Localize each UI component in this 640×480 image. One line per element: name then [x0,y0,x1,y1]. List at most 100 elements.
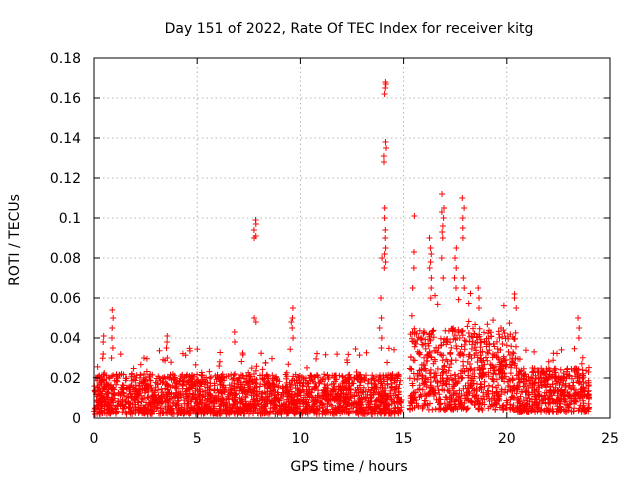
data-point [515,405,522,412]
data-point [424,401,431,408]
data-point [515,375,522,382]
data-point [328,381,335,388]
data-point [108,385,115,392]
data-point [110,315,117,321]
data-point [179,350,186,357]
data-point [468,345,475,352]
data-point [427,245,434,251]
y-tick-label: 0.08 [50,251,81,267]
data-point [369,411,376,417]
data-point [466,333,473,340]
data-point [417,392,424,398]
data-point [377,409,384,416]
data-point [507,377,514,384]
data-point [191,391,198,398]
data-point [453,345,460,352]
data-point [335,397,341,404]
data-point [436,391,443,398]
data-point [356,352,363,359]
data-point [357,396,364,403]
data-point [193,377,200,384]
data-point [394,394,400,401]
data-point [552,365,559,372]
data-point [409,335,415,342]
data-point [135,407,142,414]
data-point [250,387,257,394]
data-point [208,374,214,381]
data-point [487,329,494,336]
data-point [440,369,447,376]
data-point [555,376,562,383]
data-point [486,398,493,404]
data-point [328,402,335,409]
data-point [388,380,395,387]
data-point [438,255,445,261]
data-point [311,408,318,414]
data-point [458,343,465,350]
data-point [421,354,428,361]
data-point [105,374,112,381]
data-point [471,367,478,374]
data-point [317,378,324,385]
data-point [232,390,239,397]
data-point [507,331,514,338]
data-point [270,381,277,388]
data-point [334,351,341,358]
data-point [578,360,585,367]
data-point [188,404,194,411]
data-point [540,368,547,375]
data-point [485,350,492,357]
data-point [509,356,516,363]
data-point [381,265,388,271]
data-point [102,383,109,390]
data-point [285,402,292,409]
data-point [473,347,480,354]
data-point [290,335,297,341]
data-point [201,403,208,409]
data-point [481,338,488,345]
data-point [384,359,391,366]
data-point [381,205,388,211]
data-point [156,396,163,403]
data-point [219,389,226,396]
data-point [132,401,139,408]
data-point [536,374,543,381]
data-point [156,347,163,354]
data-point [449,376,455,383]
data-point [471,373,478,380]
data-point [378,345,385,351]
data-point [383,145,389,151]
data-point [144,406,151,413]
data-point [492,406,499,413]
data-point [214,386,221,393]
data-point [278,403,284,410]
data-point [575,391,582,398]
data-point [189,385,196,392]
data-point [114,373,121,380]
data-point [495,354,501,361]
data-point [411,213,418,219]
data-point [480,393,487,400]
data-point [285,387,292,394]
data-point [259,372,266,378]
data-point [140,375,147,381]
data-point [441,406,448,413]
data-point [513,305,520,311]
data-point [163,409,170,416]
data-point [305,380,311,387]
data-point [585,379,592,386]
data-point [382,85,389,91]
data-point [497,367,504,374]
data-point [496,371,503,378]
data-point [382,227,389,233]
data-point [251,371,257,377]
data-point [368,394,375,401]
data-point [211,382,218,389]
data-point [234,410,241,417]
data-point [494,392,501,399]
data-point [429,388,436,395]
data-point [199,394,206,401]
data-point [437,400,444,407]
data-point [467,290,474,297]
data-point [265,410,272,417]
